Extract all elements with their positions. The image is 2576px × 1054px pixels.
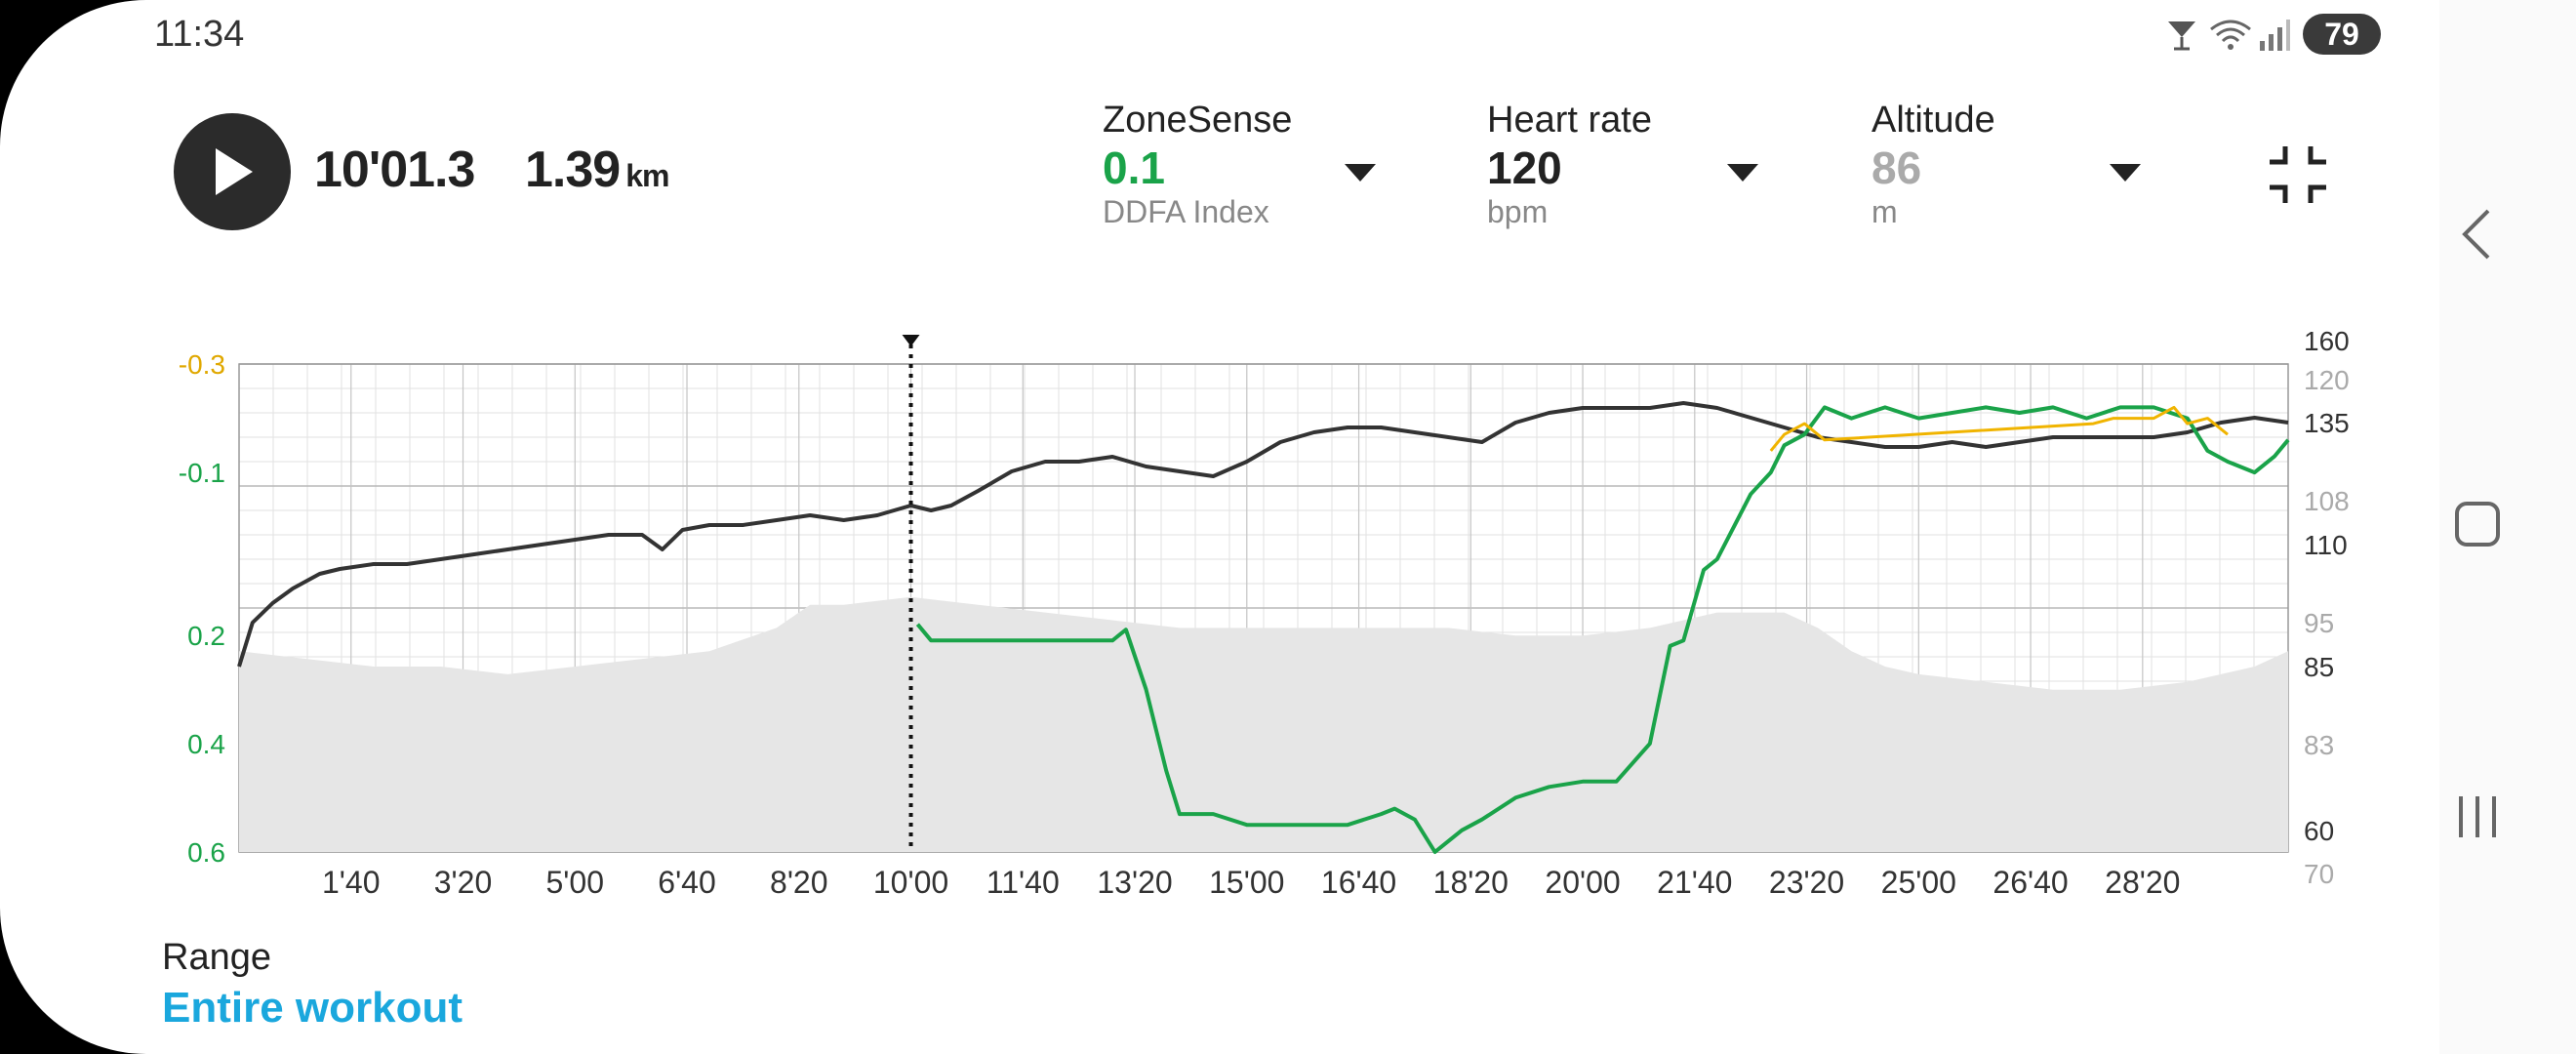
x-tick-label: 18'20 bbox=[1433, 865, 1509, 898]
distance-unit: km bbox=[625, 158, 669, 193]
cocktail-icon bbox=[2164, 18, 2199, 58]
left-axis-label: -0.3 bbox=[179, 349, 225, 380]
workout-chart[interactable]: 1'40 3'20 5'00 6'40 8'20 10'00 11'40 13'20 15'00… bbox=[0, 312, 2439, 898]
back-icon[interactable] bbox=[2457, 205, 2496, 268]
left-axis-label: -0.1 bbox=[179, 458, 225, 488]
x-tick-label: 28'20 bbox=[2105, 865, 2180, 898]
distance: 1.39 km bbox=[525, 141, 669, 199]
wifi-icon bbox=[2209, 18, 2252, 58]
x-tick-label: 8'20 bbox=[770, 865, 828, 898]
home-icon[interactable] bbox=[2453, 500, 2502, 553]
metric-unit: bpm bbox=[1487, 194, 1549, 229]
x-tick-label: 10'00 bbox=[873, 865, 948, 898]
metric-title: Heart rate bbox=[1487, 100, 1652, 141]
right-axis-label-altitude: 70 bbox=[2304, 859, 2334, 889]
left-axis-label: 0.2 bbox=[187, 621, 225, 651]
metric-selector-heart-rate[interactable]: Heart rate 120 bpm bbox=[1487, 100, 1652, 230]
altitude-area bbox=[239, 596, 2288, 852]
right-axis-label-altitude: 83 bbox=[2304, 730, 2334, 760]
metric-unit: DDFA Index bbox=[1103, 194, 1269, 229]
play-icon bbox=[216, 148, 253, 195]
system-nav-bar bbox=[2439, 0, 2576, 1054]
right-axis-label-heart-rate: 135 bbox=[2304, 408, 2350, 438]
recent-apps-icon[interactable] bbox=[2453, 792, 2502, 846]
chart-cursor[interactable] bbox=[902, 335, 920, 852]
left-axis-label: 0.6 bbox=[187, 837, 225, 868]
metric-title: ZoneSense bbox=[1103, 100, 1293, 141]
altitude-area-fill bbox=[239, 596, 2288, 852]
metric-selector-zonesense[interactable]: ZoneSense 0.1 DDFA Index bbox=[1103, 100, 1292, 230]
x-tick-label: 25'00 bbox=[1881, 865, 1956, 898]
status-time: 11:34 bbox=[154, 14, 245, 55]
x-tick-label: 20'00 bbox=[1545, 865, 1620, 898]
left-axis-label: 0.4 bbox=[187, 729, 225, 759]
metric-title: Altitude bbox=[1872, 100, 1995, 141]
zonesense-dropdown-icon[interactable] bbox=[1345, 164, 1376, 182]
x-tick-label: 6'40 bbox=[658, 865, 716, 898]
heart-rate-dropdown-icon[interactable] bbox=[1727, 164, 1758, 182]
right-axis-label-altitude: 95 bbox=[2304, 608, 2334, 638]
zonesense-line bbox=[915, 405, 2290, 854]
range-selector[interactable]: Entire workout bbox=[162, 984, 463, 1032]
metric-value: 86 bbox=[1872, 142, 1922, 193]
distance-value: 1.39 bbox=[525, 142, 621, 198]
elapsed-time: 10'01.3 bbox=[314, 142, 475, 198]
right-axis-label-heart-rate: 60 bbox=[2304, 816, 2334, 846]
metric-value: 120 bbox=[1487, 142, 1562, 193]
right-axis-label-altitude: 120 bbox=[2304, 365, 2350, 395]
heart-rate-line bbox=[237, 401, 2289, 668]
range-label: Range bbox=[162, 937, 271, 978]
altitude-dropdown-icon[interactable] bbox=[2110, 164, 2141, 182]
play-button[interactable] bbox=[174, 113, 291, 230]
zonesense-threshold-line bbox=[1769, 405, 2229, 452]
collapse-icon[interactable] bbox=[2266, 142, 2330, 207]
metric-unit: m bbox=[1872, 194, 1898, 229]
metric-selector-altitude[interactable]: Altitude 86 m bbox=[1872, 100, 1995, 230]
signal-icon bbox=[2258, 18, 2291, 58]
x-tick-label: 23'20 bbox=[1769, 865, 1844, 898]
app-screen: 11:34 79 10'01.3 1.39 km bbox=[0, 0, 2439, 1054]
right-axis-label-heart-rate: 110 bbox=[2304, 530, 2348, 560]
x-tick-label: 26'40 bbox=[1992, 865, 2068, 898]
right-axis-label-heart-rate: 160 bbox=[2304, 326, 2350, 356]
x-tick-label: 16'40 bbox=[1321, 865, 1396, 898]
x-tick-label: 5'00 bbox=[546, 865, 605, 898]
x-tick-label: 15'00 bbox=[1209, 865, 1284, 898]
battery-icon: 79 bbox=[2303, 14, 2381, 55]
x-tick-label: 13'20 bbox=[1097, 865, 1172, 898]
playhead-marker-icon[interactable] bbox=[902, 335, 920, 346]
x-tick-label: 11'40 bbox=[986, 865, 1060, 898]
right-axis-label-heart-rate: 85 bbox=[2304, 652, 2334, 682]
metric-value: 0.1 bbox=[1103, 142, 1165, 193]
x-tick-label: 3'20 bbox=[434, 865, 493, 898]
battery-level: 79 bbox=[2324, 16, 2359, 52]
chart-lines bbox=[237, 401, 2290, 854]
x-tick-label: 1'40 bbox=[322, 865, 381, 898]
x-tick-label: 21'40 bbox=[1657, 865, 1732, 898]
right-axis-label-altitude: 108 bbox=[2304, 486, 2350, 516]
chart-axes: 1'40 3'20 5'00 6'40 8'20 10'00 11'40 13'20 15'00… bbox=[179, 326, 2350, 898]
